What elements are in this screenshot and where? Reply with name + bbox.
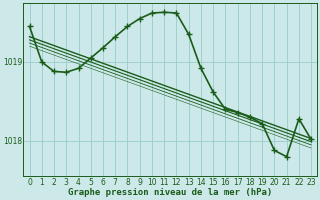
X-axis label: Graphe pression niveau de la mer (hPa): Graphe pression niveau de la mer (hPa) bbox=[68, 188, 272, 197]
